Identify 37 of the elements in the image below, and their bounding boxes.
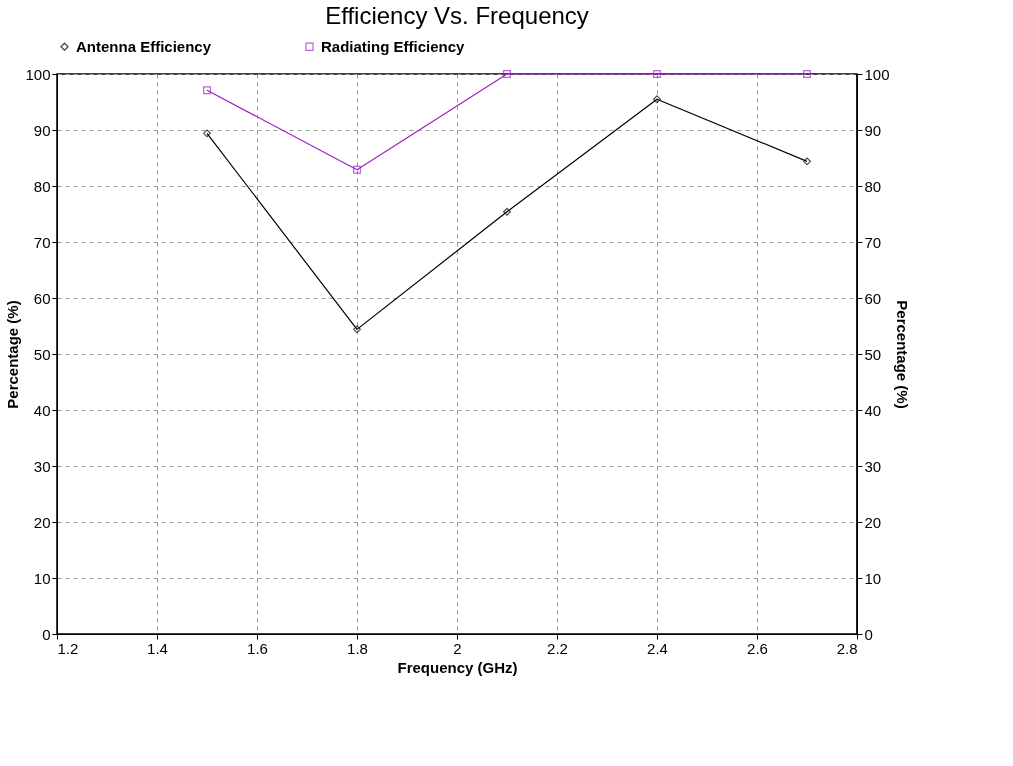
y2-tick-label: 10 (864, 569, 882, 587)
legend-label: Radiating Efficiency (321, 37, 466, 55)
y2-tick-label: 0 (864, 625, 873, 643)
y2-tick-label: 50 (864, 345, 882, 363)
y2-tick-label: 70 (864, 233, 882, 251)
y-tick-label: 30 (33, 457, 51, 475)
y-tick-label: 0 (42, 625, 51, 643)
y-tick-label: 90 (33, 121, 51, 139)
x-axis-title: Frequency (GHz) (397, 658, 518, 676)
y-tick-label: 60 (33, 289, 51, 307)
y2-axis-title: Percentage (%) (893, 300, 911, 409)
x-tick-label: 1.6 (247, 639, 268, 657)
y2-tick-label: 20 (864, 513, 882, 531)
y2-tick-label: 80 (864, 177, 882, 195)
legend-label: Antenna Efficiency (76, 37, 212, 55)
y-tick-label: 40 (33, 401, 51, 419)
y2-tick-label: 100 (864, 65, 890, 83)
x-tick-label: 1.2 (57, 639, 79, 657)
y2-tick-label: 40 (864, 401, 882, 419)
y-tick-label: 50 (33, 345, 51, 363)
y-tick-label: 80 (33, 177, 51, 195)
x-tick-label: 2.6 (747, 639, 768, 657)
y2-tick-label: 30 (864, 457, 882, 475)
y2-tick-label: 60 (864, 289, 882, 307)
y-tick-label: 10 (33, 569, 51, 587)
x-tick-label: 1.8 (347, 639, 368, 657)
y-tick-label: 100 (25, 65, 51, 83)
chart-title: Efficiency Vs. Frequency (325, 2, 589, 29)
y-tick-label: 20 (33, 513, 51, 531)
y-axis-title: Percentage (%) (4, 300, 22, 409)
x-tick-label: 2.4 (647, 639, 668, 657)
x-tick-label: 1.4 (147, 639, 168, 657)
y2-tick-label: 90 (864, 121, 882, 139)
y-tick-label: 70 (33, 233, 51, 251)
x-tick-label: 2 (453, 639, 462, 657)
x-tick-label: 2.2 (547, 639, 568, 657)
x-tick-label: 2.8 (836, 639, 858, 657)
